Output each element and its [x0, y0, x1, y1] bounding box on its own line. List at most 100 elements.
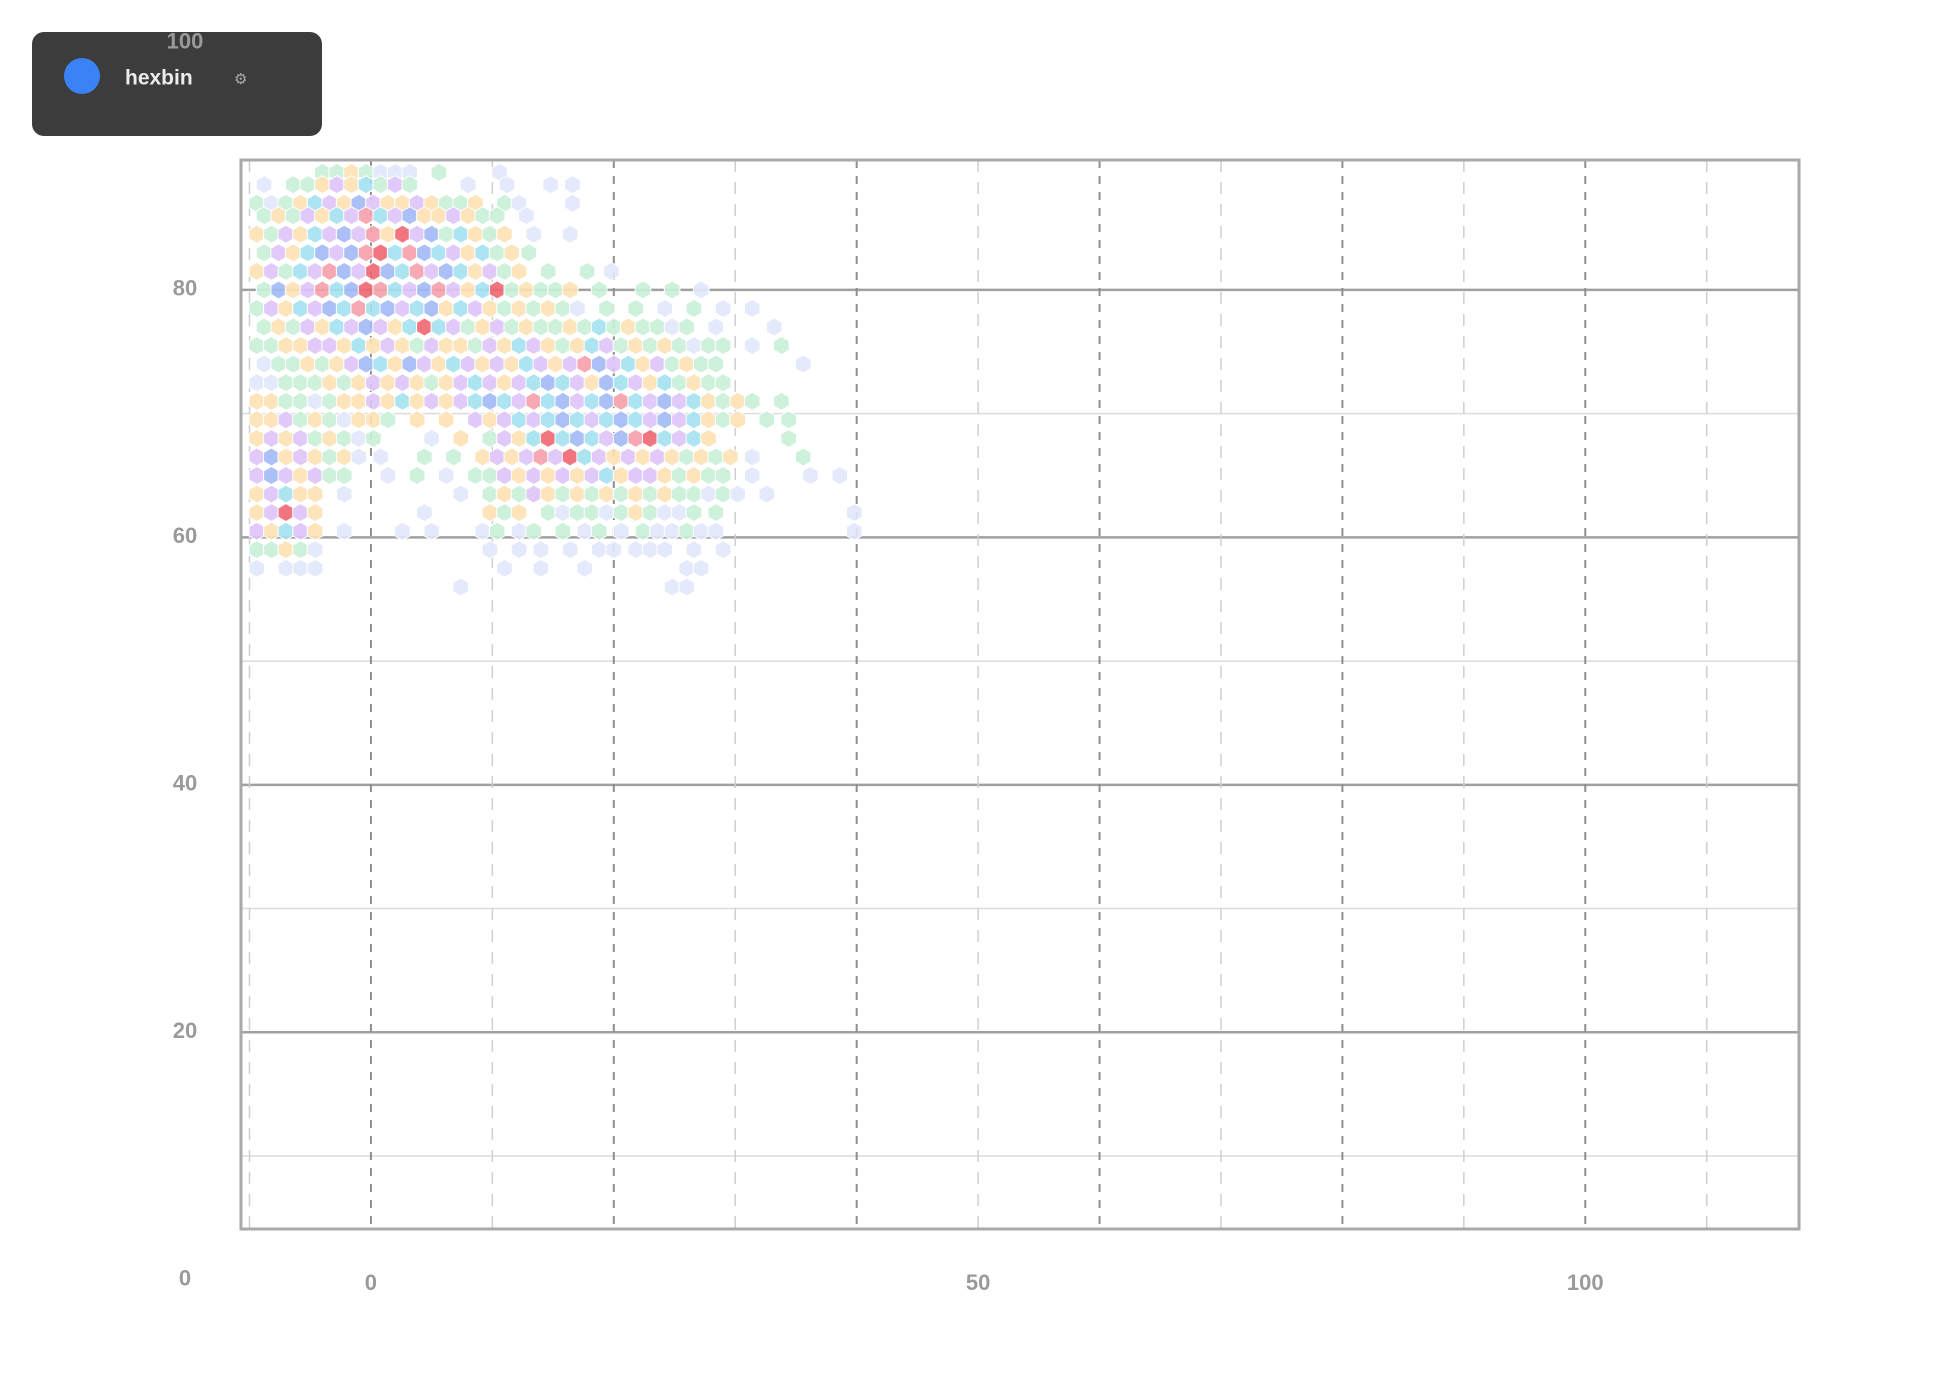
y-tick-label: 40: [173, 771, 197, 796]
hexbin-cell: [270, 317, 287, 337]
hexbin-cell: [328, 175, 346, 195]
hexbin-cell: [467, 224, 484, 244]
hexbin-cell: [263, 484, 280, 504]
hexbin-cell: [520, 243, 538, 263]
hexbin-cell: [598, 336, 615, 356]
y-tick-label: 60: [173, 523, 197, 548]
hexbin-cell: [481, 298, 499, 319]
hexbin-cell: [714, 540, 732, 560]
hexbin-cell: [481, 484, 499, 504]
hexbin-cell: [306, 373, 324, 393]
hexbin-cell: [459, 243, 477, 263]
hexbin-cell: [656, 465, 674, 486]
hexbin-cell: [627, 465, 644, 486]
y-tick-label: 100: [167, 28, 204, 53]
hexbin-cell: [729, 410, 746, 430]
hexbin-cell: [634, 354, 652, 374]
hexbin-cell: [284, 317, 302, 337]
hexbin-cell: [620, 317, 637, 337]
hexbin-cell: [357, 354, 375, 374]
hexbin-cell: [379, 298, 397, 319]
hexbin-cell: [386, 243, 404, 263]
hexbin-cell: [277, 298, 295, 319]
hexbin-cell: [255, 317, 273, 337]
hexbin-cell: [292, 558, 309, 578]
hexbin-cell: [284, 243, 302, 263]
plot-frame: [239, 158, 1801, 1231]
hexbin-cell: [467, 261, 484, 281]
hexbin-cell: [671, 484, 688, 504]
hexbin-cell: [314, 280, 331, 300]
hexbin-cell: [649, 521, 666, 541]
hexbin-cell: [525, 224, 542, 244]
hexbin-cell: [532, 280, 550, 300]
hexbin-cell: [335, 484, 353, 504]
hexbin-cell: [510, 540, 528, 560]
legend[interactable]: hexbin ⚙: [32, 32, 322, 136]
hexbin-cell: [394, 391, 411, 411]
hexbin-cell: [700, 373, 717, 393]
hexbin-cell: [284, 354, 302, 374]
hexbin-cell: [379, 410, 397, 430]
hexbin-cell: [372, 354, 389, 374]
hexbin-cell: [292, 540, 309, 560]
hexbin-cell: [401, 280, 419, 300]
hexbin-cell: [641, 336, 659, 356]
hexbin-cell: [306, 410, 324, 430]
hexbin-cell: [416, 243, 433, 263]
hexbin-cell: [350, 224, 368, 244]
hexbin-cell: [306, 298, 324, 319]
hexbin-cell: [437, 336, 455, 356]
hexbin-cell: [583, 503, 601, 523]
hexbin-cell: [561, 224, 579, 244]
hexbin-cell: [671, 410, 688, 430]
hexbin-cell: [277, 373, 295, 393]
hexbin-cell: [255, 280, 273, 300]
hexbin-cell: [780, 410, 797, 430]
hexbin-cell: [663, 280, 681, 300]
hexbin-cell: [663, 354, 681, 374]
hexbin-cell: [365, 298, 382, 319]
hexbin-cell: [758, 484, 776, 504]
hexbin-cell: [590, 540, 608, 560]
hexbin-cell: [335, 224, 353, 244]
hexbin-cell: [481, 503, 499, 523]
hexbin-cell: [270, 243, 287, 263]
hexbin-cell: [394, 373, 411, 393]
hexbin-cell: [539, 465, 557, 486]
hexbin-cell: [605, 447, 623, 467]
hexbin-cell: [598, 298, 615, 319]
hexbin-cell: [612, 410, 630, 430]
hexbin-cell: [481, 373, 499, 393]
hexbin-cell: [780, 428, 797, 448]
hexbin-cell: [248, 447, 266, 467]
hexbin-cell: [445, 317, 462, 337]
hexbin-cell: [365, 373, 382, 393]
hexbin-cell: [277, 447, 295, 467]
hexbin-cell: [532, 354, 550, 374]
hexbin-cell: [248, 540, 266, 560]
hexbin-cell: [408, 391, 426, 411]
hexbin-cell: [532, 558, 550, 578]
hexbin-cell: [598, 503, 615, 523]
hexbin-cell: [583, 410, 601, 430]
hexbin-cell: [277, 410, 295, 430]
hexbin-cell: [496, 503, 513, 523]
hexbin-cell: [328, 206, 346, 226]
legend-settings-icon[interactable]: ⚙: [234, 71, 247, 88]
hexbin-cell: [612, 503, 630, 523]
hexbin-cell: [488, 317, 506, 337]
hexbin-cell: [430, 243, 448, 263]
hexbin-cell: [569, 298, 586, 319]
hexbin-cell: [802, 465, 819, 486]
hexbin-cell: [343, 206, 360, 226]
hexbin-cell: [416, 503, 433, 523]
hexbin-cell: [510, 336, 528, 356]
hexbin-cell: [263, 261, 280, 281]
hexbin-cell: [488, 354, 506, 374]
hexbin-cell: [306, 540, 324, 560]
hexbin-cell: [590, 521, 608, 541]
hexbin-cell: [270, 280, 287, 300]
hexbin-cell: [423, 224, 440, 244]
hexbin-cell: [488, 243, 506, 263]
